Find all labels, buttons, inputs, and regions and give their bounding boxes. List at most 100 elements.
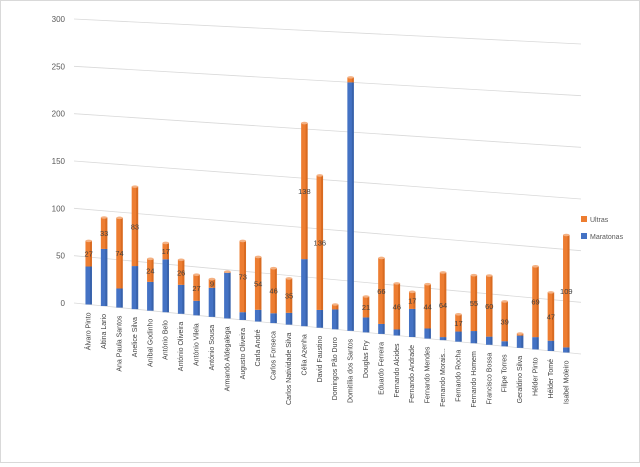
bar-ultras [301, 123, 308, 260]
bar-ultras [347, 77, 354, 83]
y-axis-ticks: 0 50 100 150 200 250 300 [52, 15, 66, 308]
bar-ultras-shade [197, 274, 200, 301]
x-tick-label: Augusto Oliveira [240, 328, 247, 379]
bar-maratonas-shade [182, 284, 185, 314]
bar-ultras [270, 268, 277, 314]
bar-top-cap [501, 300, 508, 303]
bar-maratonas [486, 336, 493, 345]
bar-maratonas-shade [321, 309, 324, 328]
data-label: 33 [100, 229, 108, 238]
x-tick-label: António Vilela [194, 323, 201, 366]
bar-maratonas-shade [367, 317, 370, 333]
bar-top-cap [424, 282, 431, 286]
bar-ultras [100, 217, 108, 249]
bar-maratonas-shade [521, 335, 524, 348]
x-tick-label: Isabel Moleiro [563, 360, 570, 404]
x-tick-label: Carla André [255, 329, 262, 366]
legend: Ultras Maratonas [581, 216, 624, 241]
bar-ultras [193, 274, 200, 301]
bar-top-cap [331, 303, 339, 306]
x-tick-label: Carlos Fonseca [271, 331, 278, 380]
x-tick-label: Fernando Alcides [394, 343, 401, 398]
bar-ultras-shade [321, 175, 324, 310]
bar-maratonas [424, 328, 431, 339]
bar-maratonas-shade [290, 312, 293, 325]
data-label: 17 [408, 296, 416, 305]
bar-maratonas [362, 317, 370, 333]
bar-top-cap [516, 332, 524, 335]
bar-maratonas-shade [475, 331, 478, 344]
gridline [73, 160, 582, 200]
y-tick-label: 100 [52, 204, 66, 213]
bar-ultras-shade [89, 240, 92, 267]
bar-maratonas-shade [228, 272, 231, 319]
bar-maratonas [85, 266, 92, 305]
bar-top-cap [547, 291, 555, 294]
bar-maratonas [378, 323, 385, 334]
x-tick-label: Célia Azenha [301, 334, 308, 375]
x-tick-label: David Faustino [317, 336, 324, 383]
bar-maratonas [316, 309, 324, 328]
bar-ultras-shade [459, 314, 462, 332]
x-axis-ticks: Álvaro Pinto Altina Lario Ana Paula Santos… [84, 312, 571, 407]
bar-ultras-shade [136, 186, 139, 267]
bar-ultras [239, 240, 247, 313]
bar-top-cap [224, 270, 231, 274]
x-tick-label: Carlos Natividade Silva [286, 333, 293, 405]
x-tick-label: Hélder Pinto [532, 357, 539, 396]
data-label: 55 [470, 299, 478, 308]
bar-ultras [331, 304, 339, 310]
bar-top-cap [162, 241, 169, 245]
bar-ultras [408, 291, 416, 309]
bar-ultras-shade [305, 123, 308, 260]
y-tick-label: 200 [52, 110, 66, 119]
data-label: 46 [393, 302, 401, 311]
bar-top-cap [362, 295, 370, 298]
x-tick-label: Aníbal Godinho [147, 319, 154, 367]
bar-top-cap [116, 216, 123, 220]
bar-maratonas-shade [567, 347, 570, 353]
bars [85, 76, 570, 353]
bar-maratonas [470, 331, 478, 344]
x-tick-label: Geraldino Silva [517, 356, 524, 404]
bar-top-cap [177, 258, 185, 262]
bar-ultras [285, 278, 293, 313]
bar-top-cap [532, 265, 539, 268]
bar-ultras-shade [120, 217, 123, 289]
bar-ultras [208, 279, 216, 288]
x-tick-label: Fernando Mendes [425, 346, 432, 403]
data-label: 69 [531, 298, 539, 307]
bar-maratonas [455, 331, 462, 342]
gridline [73, 113, 582, 148]
y-tick-label: 150 [52, 157, 66, 166]
bar-ultras [486, 275, 493, 337]
data-label: 54 [254, 279, 262, 288]
legend-swatch-ultras [581, 216, 587, 222]
bar-maratonas [547, 340, 555, 351]
bar-ultras-shade [428, 284, 431, 329]
data-labels: 27 33 74 83 24 17 26 27 9 73 54 46 35 138 136 21 66 46 17 4… [85, 187, 573, 328]
bar-ultras [316, 175, 324, 310]
x-tick-label: António Oliveira [178, 322, 185, 372]
bar-top-cap [347, 76, 354, 79]
bar-top-cap [316, 174, 324, 177]
bar-ultras [470, 275, 478, 332]
data-label: 66 [377, 287, 385, 296]
data-label: 39 [501, 317, 509, 326]
bar-ultras [547, 292, 555, 341]
bar-ultras [378, 257, 385, 324]
x-tick-label: Domitília dos Santos [348, 338, 355, 403]
bar-top-cap [378, 256, 385, 260]
gridline [73, 302, 582, 355]
bar-ultras-shade [259, 256, 262, 310]
bar-maratonas [347, 82, 354, 331]
data-label: 27 [192, 284, 200, 293]
bar-maratonas-shade [151, 281, 154, 311]
bar-ultras-shade [336, 304, 339, 310]
bar-ultras [439, 272, 447, 338]
data-label: 21 [362, 303, 370, 312]
bar-top-cap [393, 282, 401, 285]
bar-ultras-shade [536, 266, 539, 338]
